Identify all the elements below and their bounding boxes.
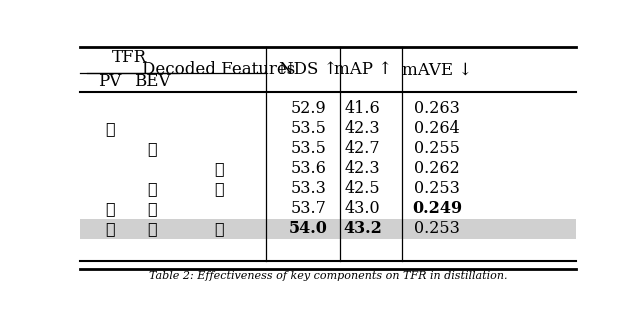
Text: 43.2: 43.2 [343,220,382,237]
Text: Decoded Features: Decoded Features [142,61,296,78]
Text: 53.5: 53.5 [290,120,326,137]
Text: ✓: ✓ [214,180,224,197]
Text: ✓: ✓ [147,200,157,217]
Text: 0.253: 0.253 [414,180,460,197]
Text: 42.5: 42.5 [345,180,381,197]
Text: mAVE ↓: mAVE ↓ [402,61,472,78]
Text: 53.7: 53.7 [290,200,326,217]
Text: ✓: ✓ [105,200,115,217]
Text: ✓: ✓ [147,140,157,157]
Text: ✓: ✓ [105,220,115,237]
Text: 0.264: 0.264 [414,120,460,137]
Text: Table 2: Effectiveness of key components on TFR in distillation.: Table 2: Effectiveness of key components… [148,271,508,281]
Text: 53.6: 53.6 [290,160,326,178]
Text: 0.255: 0.255 [414,140,460,157]
Text: 0.263: 0.263 [414,100,460,117]
Text: ✓: ✓ [105,120,115,137]
Text: 42.3: 42.3 [345,120,381,137]
Text: 0.253: 0.253 [414,220,460,237]
Text: NDS ↑: NDS ↑ [279,61,337,78]
Text: ✓: ✓ [214,160,224,178]
Text: 42.3: 42.3 [345,160,381,178]
Text: ✓: ✓ [147,180,157,197]
Text: 52.9: 52.9 [291,100,326,117]
Text: 53.5: 53.5 [290,140,326,157]
Text: 53.3: 53.3 [290,180,326,197]
Bar [80,219,576,239]
Text: 43.0: 43.0 [345,200,381,217]
Text: ✓: ✓ [214,220,224,237]
Text: 42.7: 42.7 [345,140,381,157]
Text: 41.6: 41.6 [345,100,381,117]
Text: TFR: TFR [112,49,147,66]
Text: 0.262: 0.262 [414,160,460,178]
Text: PV: PV [98,74,122,90]
Text: 54.0: 54.0 [289,220,328,237]
Text: 0.249: 0.249 [412,200,462,217]
Text: mAP ↑: mAP ↑ [333,61,392,78]
Text: BEV: BEV [134,74,170,90]
Text: ✓: ✓ [147,220,157,237]
